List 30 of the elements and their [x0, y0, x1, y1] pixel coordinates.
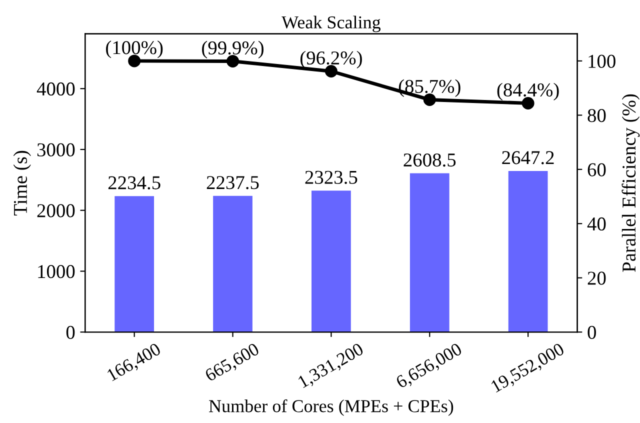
bar	[312, 190, 351, 332]
data-label: 2234.5	[108, 176, 160, 190]
data-label: 2237.5	[206, 176, 259, 190]
data-label: (96.2%)	[300, 50, 362, 68]
data-label: 2608.5	[404, 153, 456, 167]
data-label: (84.4%)	[497, 82, 559, 100]
data-label: 2323.5	[305, 170, 358, 184]
y2-tick-label: 20	[588, 272, 606, 285]
data-label: (85.7%)	[398, 79, 460, 97]
y2-tick-label: 80	[588, 108, 606, 122]
bar	[508, 170, 548, 332]
y2-axis-title: Parallel Efficiency (%)	[622, 94, 640, 272]
y-tick-label: 4000	[36, 82, 75, 96]
chart-title: Weak Scaling	[282, 16, 381, 32]
y-tick-label: 2000	[37, 204, 75, 218]
y2-tick-label: 60	[588, 163, 606, 176]
data-label: (99.9%)	[202, 40, 264, 58]
y2-tick-label: 100	[588, 54, 616, 68]
data-label: (100%)	[106, 40, 163, 58]
bar	[410, 173, 450, 332]
y-tick-label: 0	[66, 326, 75, 339]
y-tick-label: 1000	[38, 265, 75, 278]
bar	[213, 196, 252, 332]
y-axis-title: Time (s)	[13, 150, 31, 216]
data-label: 2647.2	[502, 151, 554, 164]
y2-tick-label: 0	[588, 326, 596, 339]
y-tick-label: 3000	[37, 143, 75, 156]
x-axis-title: Number of Cores (MPEs + CPEs)	[209, 399, 454, 416]
y2-tick-label: 40	[587, 217, 606, 231]
bar	[114, 196, 154, 332]
